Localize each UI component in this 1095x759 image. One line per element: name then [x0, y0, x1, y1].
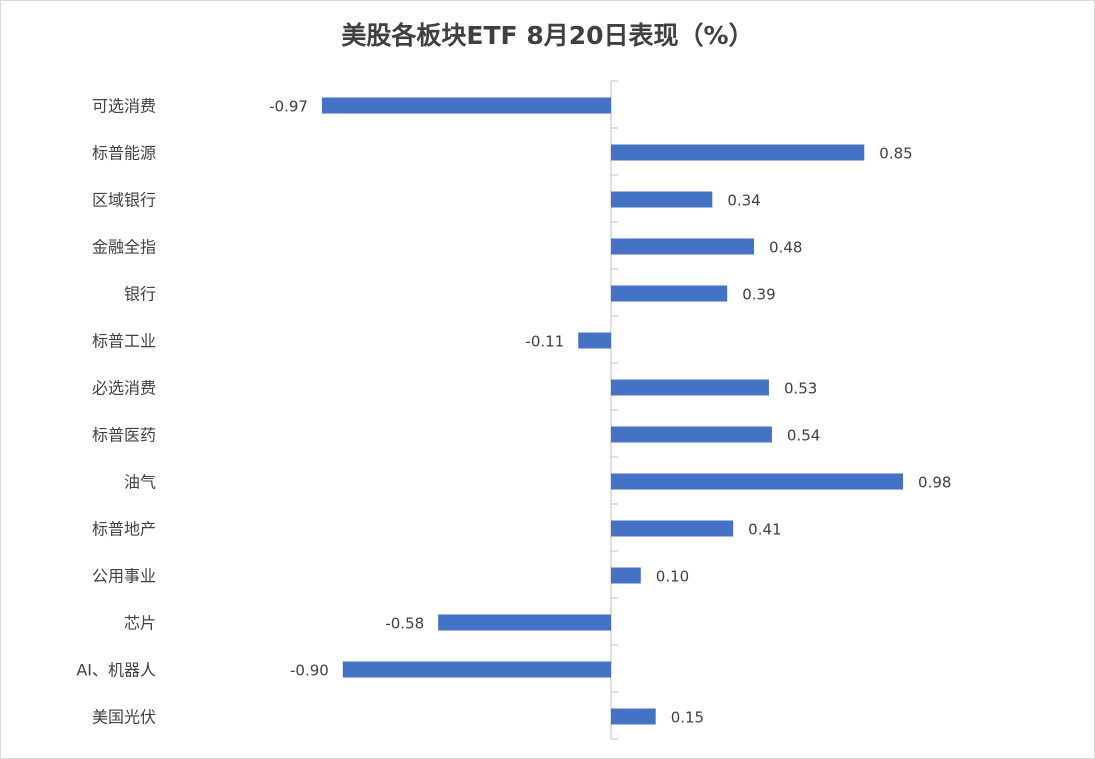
category-label: 标普医药 — [92, 426, 156, 445]
data-label: 0.39 — [742, 286, 775, 304]
bar — [611, 191, 713, 208]
category-label: 区域银行 — [92, 191, 156, 210]
category-label: 标普地产 — [92, 520, 156, 539]
bar — [438, 614, 611, 631]
bar — [611, 473, 904, 490]
bar — [611, 238, 755, 255]
bar — [578, 332, 611, 349]
bar — [321, 97, 611, 114]
category-label: 银行 — [124, 285, 156, 304]
data-label: 0.41 — [748, 521, 781, 539]
category-label: 油气 — [124, 473, 156, 492]
category-label: 标普能源 — [92, 144, 156, 163]
category-label: 美国光伏 — [92, 708, 156, 727]
data-label: -0.58 — [385, 615, 424, 633]
bar — [611, 567, 641, 584]
category-label: AI、机器人 — [76, 661, 156, 680]
bar — [611, 285, 728, 302]
chart-title: 美股各板块ETF 8月20日表现（%） — [341, 21, 754, 50]
data-label: 0.85 — [879, 145, 912, 163]
bar — [611, 708, 656, 725]
bar — [342, 661, 611, 678]
data-label: 0.48 — [769, 239, 802, 257]
data-label: 0.54 — [787, 427, 820, 445]
category-label: 金融全指 — [92, 238, 156, 257]
data-label: 0.10 — [656, 568, 689, 586]
category-label: 必选消费 — [92, 379, 156, 398]
category-label: 标普工业 — [92, 332, 156, 351]
data-label: 0.34 — [727, 192, 760, 210]
data-label: 0.53 — [784, 380, 817, 398]
bar — [611, 426, 772, 443]
category-label: 芯片 — [124, 614, 156, 633]
data-label: -0.11 — [525, 333, 564, 351]
category-label: 可选消费 — [92, 97, 156, 116]
bar — [611, 144, 865, 161]
data-label: -0.90 — [290, 662, 329, 680]
data-label: 0.15 — [671, 709, 704, 727]
bar — [611, 520, 734, 537]
data-label: 0.98 — [918, 474, 951, 492]
bar — [611, 379, 769, 396]
data-label: -0.97 — [269, 98, 308, 116]
category-label: 公用事业 — [92, 567, 156, 586]
